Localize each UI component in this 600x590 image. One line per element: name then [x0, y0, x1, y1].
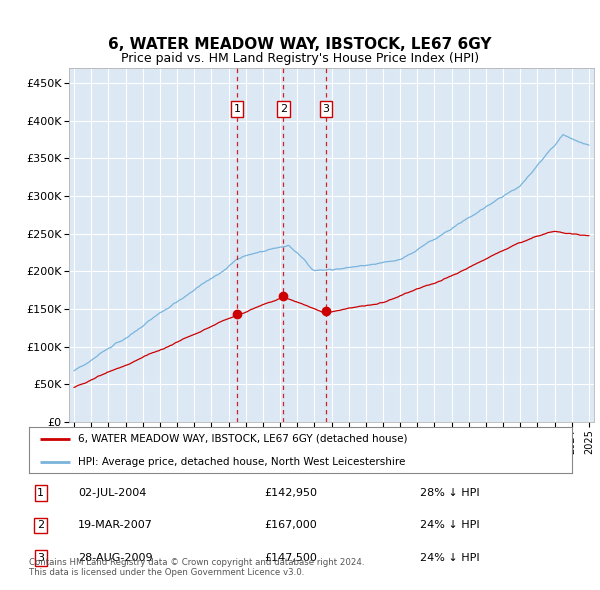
Text: 28% ↓ HPI: 28% ↓ HPI — [420, 488, 479, 498]
Text: 19-MAR-2007: 19-MAR-2007 — [78, 520, 153, 530]
Text: Price paid vs. HM Land Registry's House Price Index (HPI): Price paid vs. HM Land Registry's House … — [121, 52, 479, 65]
Text: HPI: Average price, detached house, North West Leicestershire: HPI: Average price, detached house, Nort… — [77, 457, 405, 467]
Text: 3: 3 — [37, 553, 44, 563]
Text: 24% ↓ HPI: 24% ↓ HPI — [420, 553, 479, 563]
Text: 3: 3 — [322, 104, 329, 114]
Text: 2: 2 — [37, 520, 44, 530]
Text: 24% ↓ HPI: 24% ↓ HPI — [420, 520, 479, 530]
Text: 6, WATER MEADOW WAY, IBSTOCK, LE67 6GY: 6, WATER MEADOW WAY, IBSTOCK, LE67 6GY — [108, 37, 492, 51]
Text: 28-AUG-2009: 28-AUG-2009 — [78, 553, 152, 563]
Text: 2: 2 — [280, 104, 287, 114]
Text: £142,950: £142,950 — [264, 488, 317, 498]
Text: 1: 1 — [233, 104, 241, 114]
Text: 02-JUL-2004: 02-JUL-2004 — [78, 488, 146, 498]
Text: £147,500: £147,500 — [264, 553, 317, 563]
Text: 1: 1 — [37, 488, 44, 498]
Text: Contains HM Land Registry data © Crown copyright and database right 2024.
This d: Contains HM Land Registry data © Crown c… — [29, 558, 364, 577]
Text: £167,000: £167,000 — [264, 520, 317, 530]
Text: 6, WATER MEADOW WAY, IBSTOCK, LE67 6GY (detached house): 6, WATER MEADOW WAY, IBSTOCK, LE67 6GY (… — [77, 434, 407, 444]
